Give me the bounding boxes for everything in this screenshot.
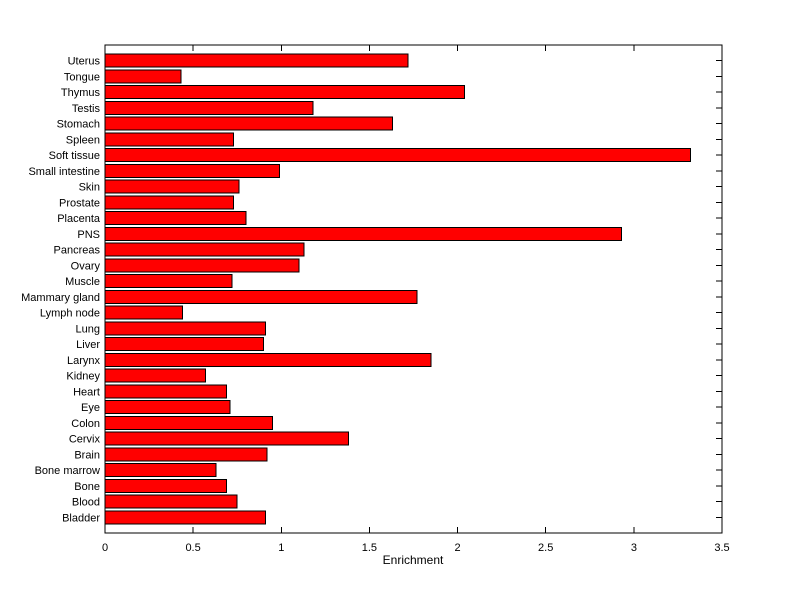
- x-axis-label: Enrichment: [383, 553, 444, 567]
- bar-eye: [104, 400, 231, 415]
- x-tick-label: 0.5: [185, 542, 200, 554]
- bar-lymph-node: [104, 305, 184, 320]
- bar-thymus: [104, 85, 466, 100]
- y-tick-label: Heart: [73, 386, 100, 398]
- y-tick-label: Muscle: [65, 276, 100, 288]
- y-tick-label: Placenta: [57, 213, 101, 225]
- bar-brain: [104, 447, 268, 462]
- y-tick-label: Skin: [79, 182, 100, 194]
- plot-box: [104, 44, 723, 534]
- y-tick-label: Ovary: [71, 260, 101, 272]
- bar-prostate: [104, 195, 235, 210]
- bar-liver: [104, 337, 265, 352]
- bar-tongue: [104, 69, 182, 84]
- y-tick-label: Bladder: [62, 512, 100, 524]
- bar-soft-tissue: [104, 148, 691, 163]
- bar-muscle: [104, 274, 233, 289]
- x-tick-label: 2: [455, 542, 461, 554]
- bar-colon: [104, 415, 273, 430]
- bar-blood: [104, 494, 238, 509]
- y-tick-label: Cervix: [69, 434, 101, 446]
- y-tick-label: Lung: [76, 323, 100, 335]
- bar-lung: [104, 321, 266, 336]
- bar-larynx: [104, 352, 432, 367]
- bar-pns: [104, 226, 622, 241]
- y-tick-label: Bone: [74, 481, 100, 493]
- y-tick-label: Brain: [74, 449, 100, 461]
- y-tick-label: Lymph node: [40, 308, 100, 320]
- bar-heart: [104, 384, 228, 399]
- y-tick-label: Eye: [81, 402, 100, 414]
- bar-ovary: [104, 258, 300, 273]
- bar-pancreas: [104, 242, 305, 257]
- bar-bone: [104, 478, 228, 493]
- y-tick-label: Spleen: [66, 135, 100, 147]
- axes-layer: [104, 44, 723, 534]
- bar-bladder: [104, 510, 266, 525]
- y-tick-label: Mammary gland: [21, 292, 100, 304]
- bar-uterus: [104, 53, 409, 68]
- bar-stomach: [104, 116, 393, 131]
- x-tick-label: 2.5: [538, 542, 553, 554]
- y-tick-label: Tongue: [64, 72, 100, 84]
- y-tick-label: Thymus: [61, 87, 101, 99]
- y-tick-label: Small intestine: [28, 166, 100, 178]
- x-tick-label: 1.5: [362, 542, 377, 554]
- y-tick-label: Bone marrow: [35, 465, 100, 477]
- bar-testis: [104, 101, 314, 115]
- y-tick-label: Colon: [71, 418, 100, 430]
- y-tick-label: Kidney: [66, 371, 100, 383]
- bar-small-intestine: [104, 163, 280, 178]
- x-tick-label: 3: [631, 542, 637, 554]
- bars-layer: [104, 53, 691, 525]
- y-tick-label: Uterus: [68, 56, 101, 68]
- x-tick-label: 0: [102, 542, 108, 554]
- y-tick-label: Testis: [72, 103, 101, 115]
- bar-kidney: [104, 368, 206, 383]
- bar-placenta: [104, 211, 247, 226]
- y-tick-label: Larynx: [67, 355, 101, 367]
- y-tick-label: Pancreas: [54, 245, 101, 257]
- y-tick-label: Prostate: [59, 197, 100, 209]
- y-tick-label: Stomach: [57, 119, 100, 131]
- y-tick-label: Liver: [76, 339, 100, 351]
- labels-layer: Uterus Tongue Thymus Testis Stomach Spleen Sof…: [21, 56, 730, 554]
- y-tick-label: Blood: [72, 497, 100, 509]
- bar-skin: [104, 179, 240, 194]
- bar-spleen: [104, 132, 235, 147]
- y-tick-label: PNS: [77, 229, 100, 241]
- x-tick-label: 1: [278, 542, 284, 554]
- y-tick-label: Soft tissue: [49, 150, 100, 162]
- bar-bone-marrow: [104, 463, 217, 477]
- x-tick-label: 3.5: [714, 542, 729, 554]
- bar-mammary-gland: [104, 289, 418, 304]
- bar-cervix: [104, 431, 349, 446]
